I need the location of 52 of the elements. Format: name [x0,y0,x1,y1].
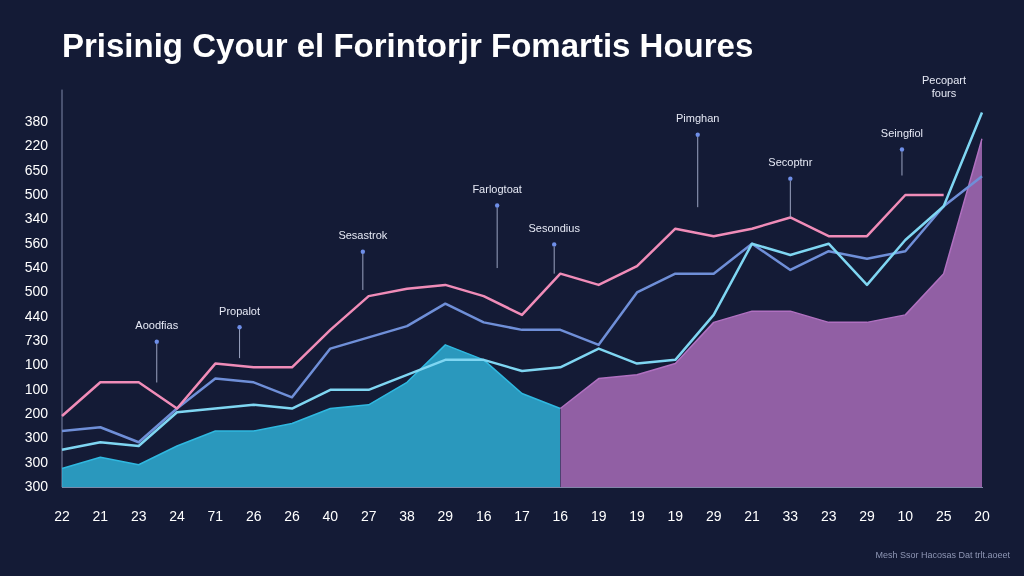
text: 220 [24,137,49,154]
text: Pecopart fours [921,73,967,99]
x-tick-label: 26 [245,508,262,525]
x-tick-label: 21 [744,508,760,525]
annotation: Secoptnr [768,156,813,169]
x-tick-label: 16 [475,508,492,525]
x-tick-label: 29 [859,508,875,525]
text: 500 [24,283,49,300]
x-tick-label: 24 [169,508,185,525]
annotation: Sesastrok [338,229,388,242]
x-tick-label: 19 [667,508,684,525]
text: 540 [24,258,49,275]
x-tick-label: 22 [54,508,70,525]
x-tick-label: 25 [935,508,952,525]
x-tick-label: 19 [590,508,607,525]
x-tick-label: 20 [974,508,990,525]
x-tick-label: 19 [629,508,645,525]
x-tick-label: 10 [897,508,914,525]
x-tick-label: 38 [399,508,415,525]
x-tick-label: 17 [514,508,530,525]
text: 100 [24,380,49,397]
text: 300 [24,429,49,446]
chart-title: Prisinig Cyour el Forintorjr Fomartis Houres [62,26,754,64]
text: 100 [24,356,49,373]
x-tick-label: 29 [437,508,454,525]
text: 300 [24,478,49,495]
annotation: Pimghan [676,112,720,125]
x-tick-label: 26 [284,508,300,525]
text: 380 [24,112,49,129]
text: 500 [24,185,49,202]
x-tick-label: 23 [820,508,837,525]
x-tick-label: 16 [552,508,569,525]
annotation: Propalot [219,304,261,317]
text: Mesh Ssor Hacosas Dat trlt.aoeet [875,549,1011,560]
annotation: Sesondius [528,221,581,234]
annotation: Aoodfias [135,319,179,332]
text: 440 [24,307,49,324]
x-tick-label: 23 [130,508,147,525]
text: 730 [24,331,49,348]
x-tick-label: 21 [92,508,109,525]
x-tick-label: 33 [782,508,799,525]
x-tick-label: 29 [705,508,722,525]
text: 340 [24,210,49,227]
text: 300 [24,453,49,470]
x-tick-label: 27 [360,508,377,525]
annotation: Farlogtoat [472,182,522,195]
x-tick-label: 40 [322,508,339,525]
text: 200 [24,405,49,422]
x-tick-label: 71 [207,508,224,525]
text: 560 [24,234,49,251]
annotation: Seingfiol [880,126,924,139]
text: 650 [24,161,49,178]
